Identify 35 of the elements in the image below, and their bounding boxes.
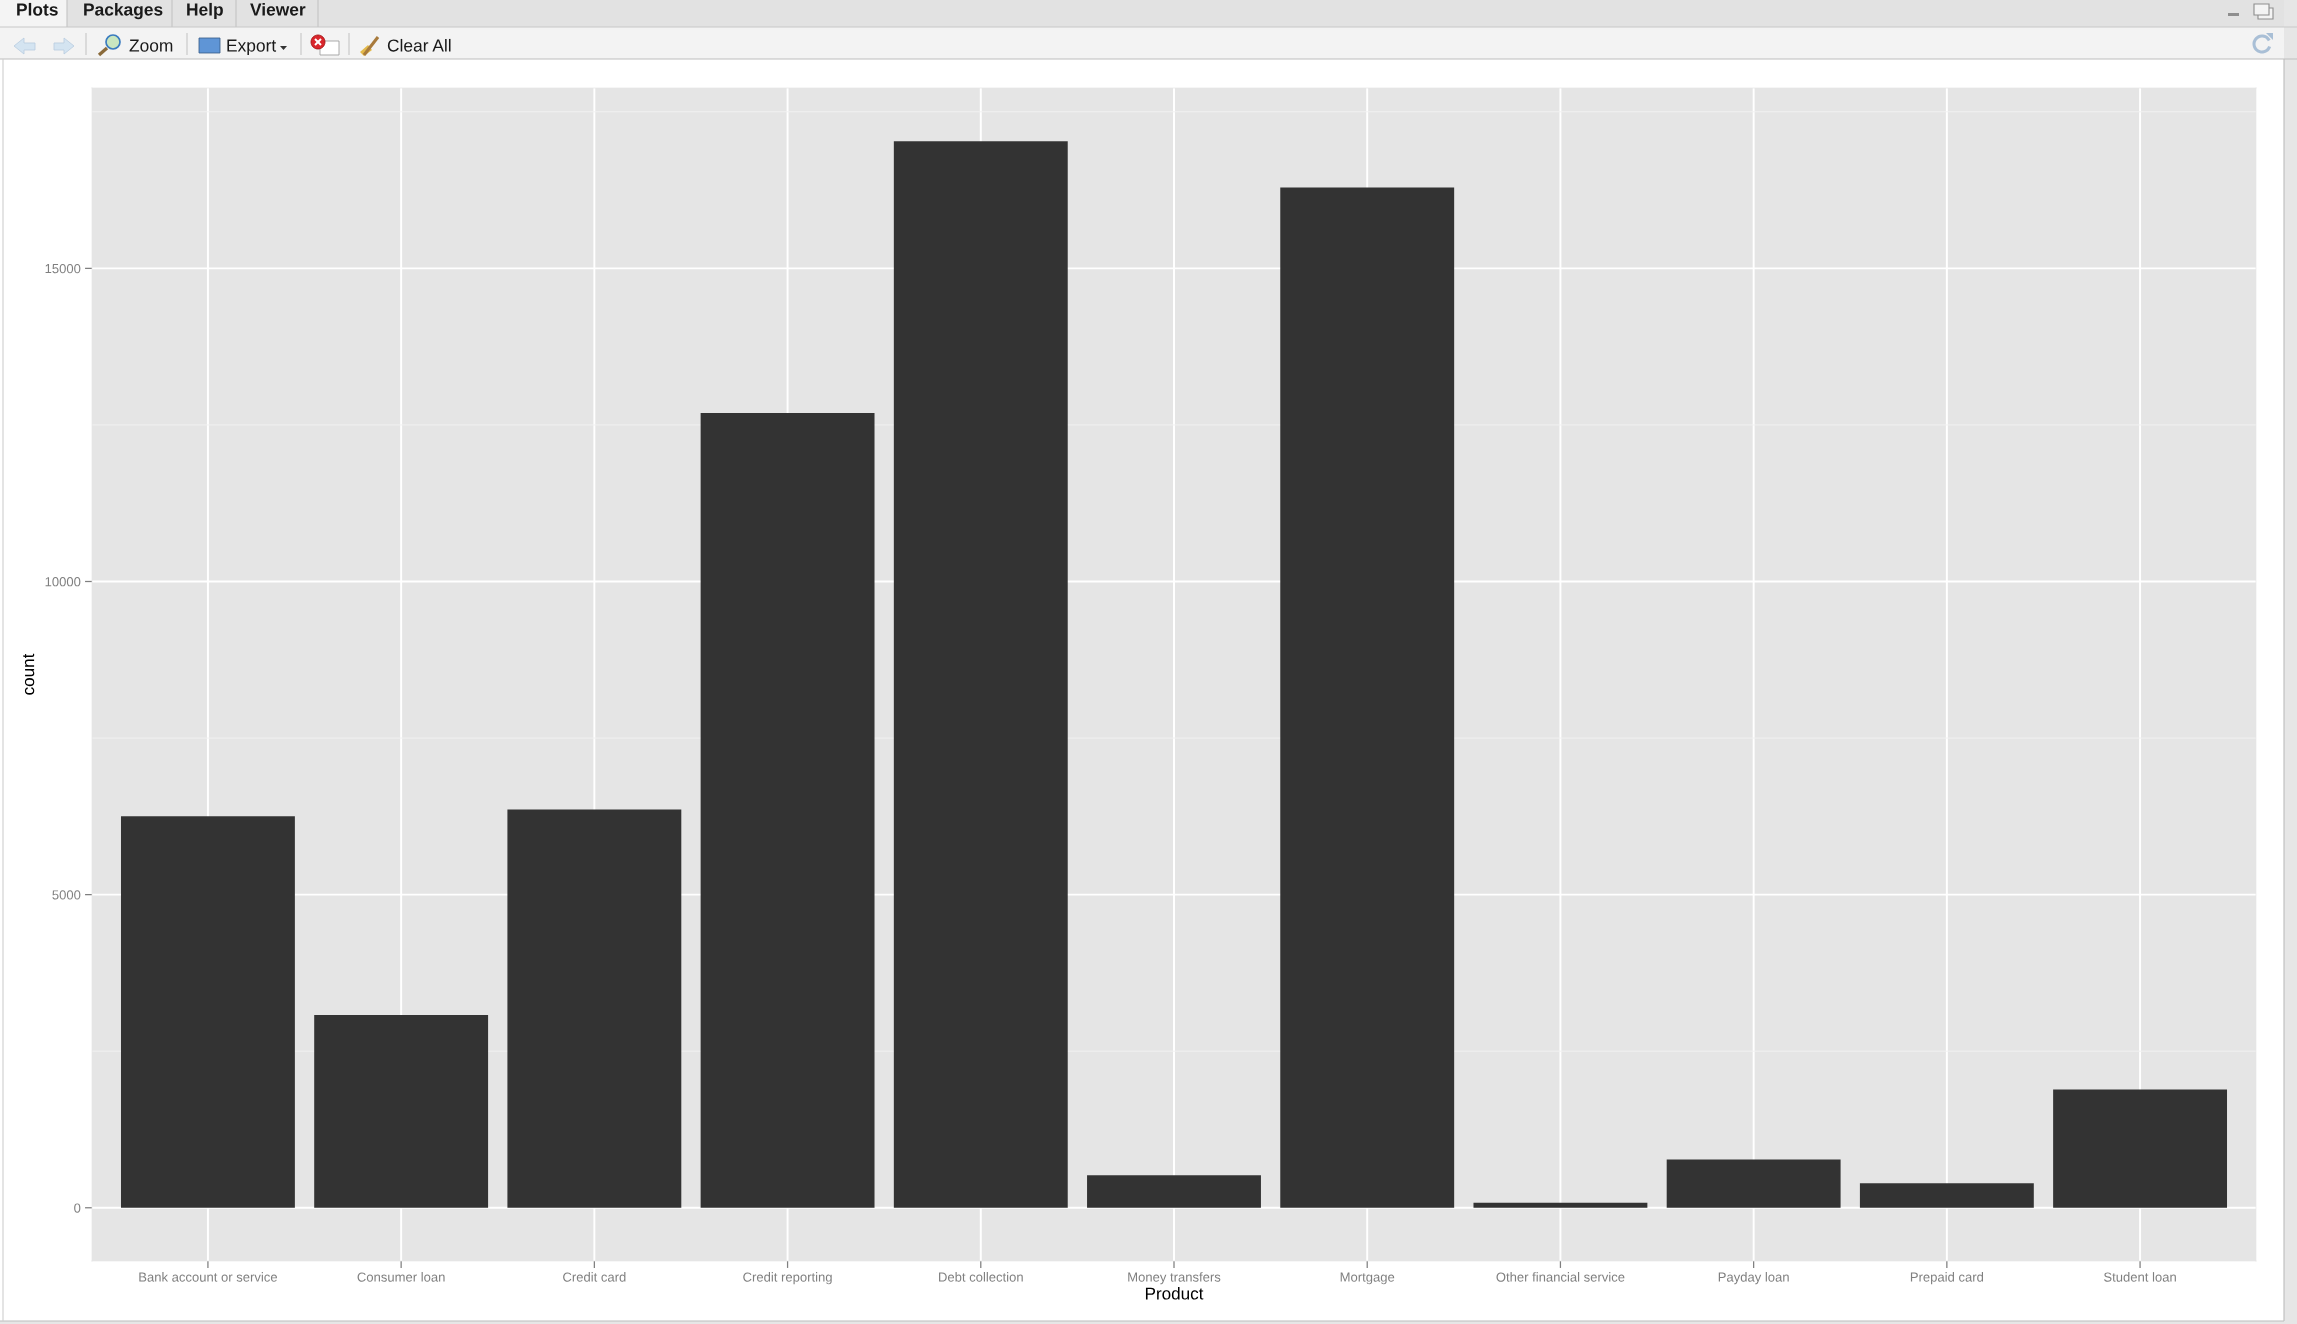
text: Viewer bbox=[250, 2, 306, 16]
x-tick-label: Debt collection bbox=[939, 1272, 1023, 1282]
text: Packages bbox=[84, 2, 163, 20]
x-tick-label: Bank account or service bbox=[139, 1272, 278, 1282]
bar bbox=[893, 141, 1068, 1208]
bar bbox=[1473, 1202, 1648, 1208]
y-tick-label: 10000 bbox=[45, 577, 81, 587]
x-tick-label: Other financial service bbox=[1496, 1272, 1625, 1282]
bar bbox=[1087, 1175, 1261, 1208]
x-tick-label: Consumer loan bbox=[357, 1272, 445, 1282]
x-tick-label: Student loan bbox=[2104, 1272, 2176, 1282]
x-tick-label: Payday loan bbox=[1718, 1272, 1789, 1285]
x-tick-label: Credit card bbox=[563, 1272, 626, 1282]
bar bbox=[120, 816, 295, 1208]
y-axis-title: count bbox=[23, 653, 35, 695]
text: Plots bbox=[17, 2, 58, 16]
text: Zoom bbox=[129, 39, 173, 52]
text: Export bbox=[227, 39, 277, 56]
bar bbox=[1666, 1159, 1841, 1208]
bar bbox=[2053, 1089, 2228, 1208]
bar bbox=[1859, 1183, 2034, 1208]
y-tick-label: 15000 bbox=[45, 263, 81, 274]
bar bbox=[314, 1014, 489, 1208]
x-tick-label: Mortgage bbox=[1340, 1272, 1395, 1285]
y-tick-label: 0 bbox=[74, 1203, 81, 1213]
bar bbox=[1280, 187, 1455, 1208]
text: Help bbox=[187, 2, 223, 20]
x-axis-title: Product bbox=[1145, 1287, 1204, 1300]
y-tick-label: 5000 bbox=[52, 890, 81, 900]
x-tick-label: Prepaid card bbox=[1910, 1272, 1984, 1285]
text: Clear All bbox=[387, 38, 451, 52]
bar bbox=[700, 413, 875, 1208]
x-tick-label: Credit reporting bbox=[743, 1272, 832, 1285]
bar bbox=[507, 809, 682, 1208]
x-tick-label: Money transfers bbox=[1128, 1272, 1221, 1285]
